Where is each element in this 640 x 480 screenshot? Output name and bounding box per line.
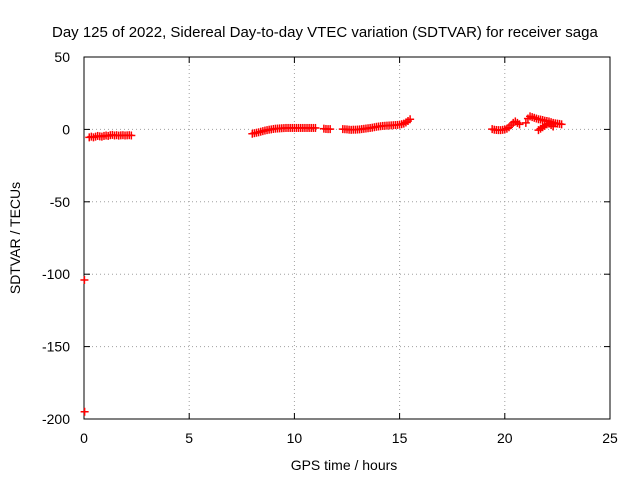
x-axis-label: GPS time / hours (291, 457, 398, 473)
data-point (326, 125, 335, 134)
y-tick-label: -150 (42, 339, 70, 355)
y-tick-label: -200 (42, 411, 70, 427)
y-tick-label: 0 (62, 121, 70, 137)
y-tick-label: -50 (50, 194, 70, 210)
y-axis-label: SDTVAR / TECUs (7, 182, 23, 294)
data-point (549, 122, 558, 131)
x-tick-label: 10 (287, 430, 303, 446)
data-point (406, 115, 415, 124)
data-point (311, 123, 320, 132)
data-point (127, 131, 136, 140)
y-tick-label: -100 (42, 266, 70, 282)
x-tick-label: 5 (185, 430, 193, 446)
data-points (80, 112, 566, 416)
y-tick-label: 50 (54, 49, 70, 65)
grid-lines (84, 57, 610, 419)
axis-ticks (83, 56, 611, 420)
x-tick-label: 25 (602, 430, 618, 446)
data-point (80, 275, 89, 284)
data-point (521, 118, 530, 127)
y-tick-labels: -200 -150 -100 -50 0 50 (42, 49, 70, 427)
x-tick-label: 15 (392, 430, 408, 446)
x-tick-label: 0 (80, 430, 88, 446)
chart-title: Day 125 of 2022, Sidereal Day-to-day VTE… (52, 24, 598, 41)
x-tick-labels: 0 5 10 15 20 25 (80, 430, 618, 446)
data-point (557, 120, 566, 129)
x-tick-label: 20 (497, 430, 513, 446)
plot-frame (83, 56, 611, 420)
data-point (80, 407, 89, 416)
data-point (515, 120, 524, 129)
